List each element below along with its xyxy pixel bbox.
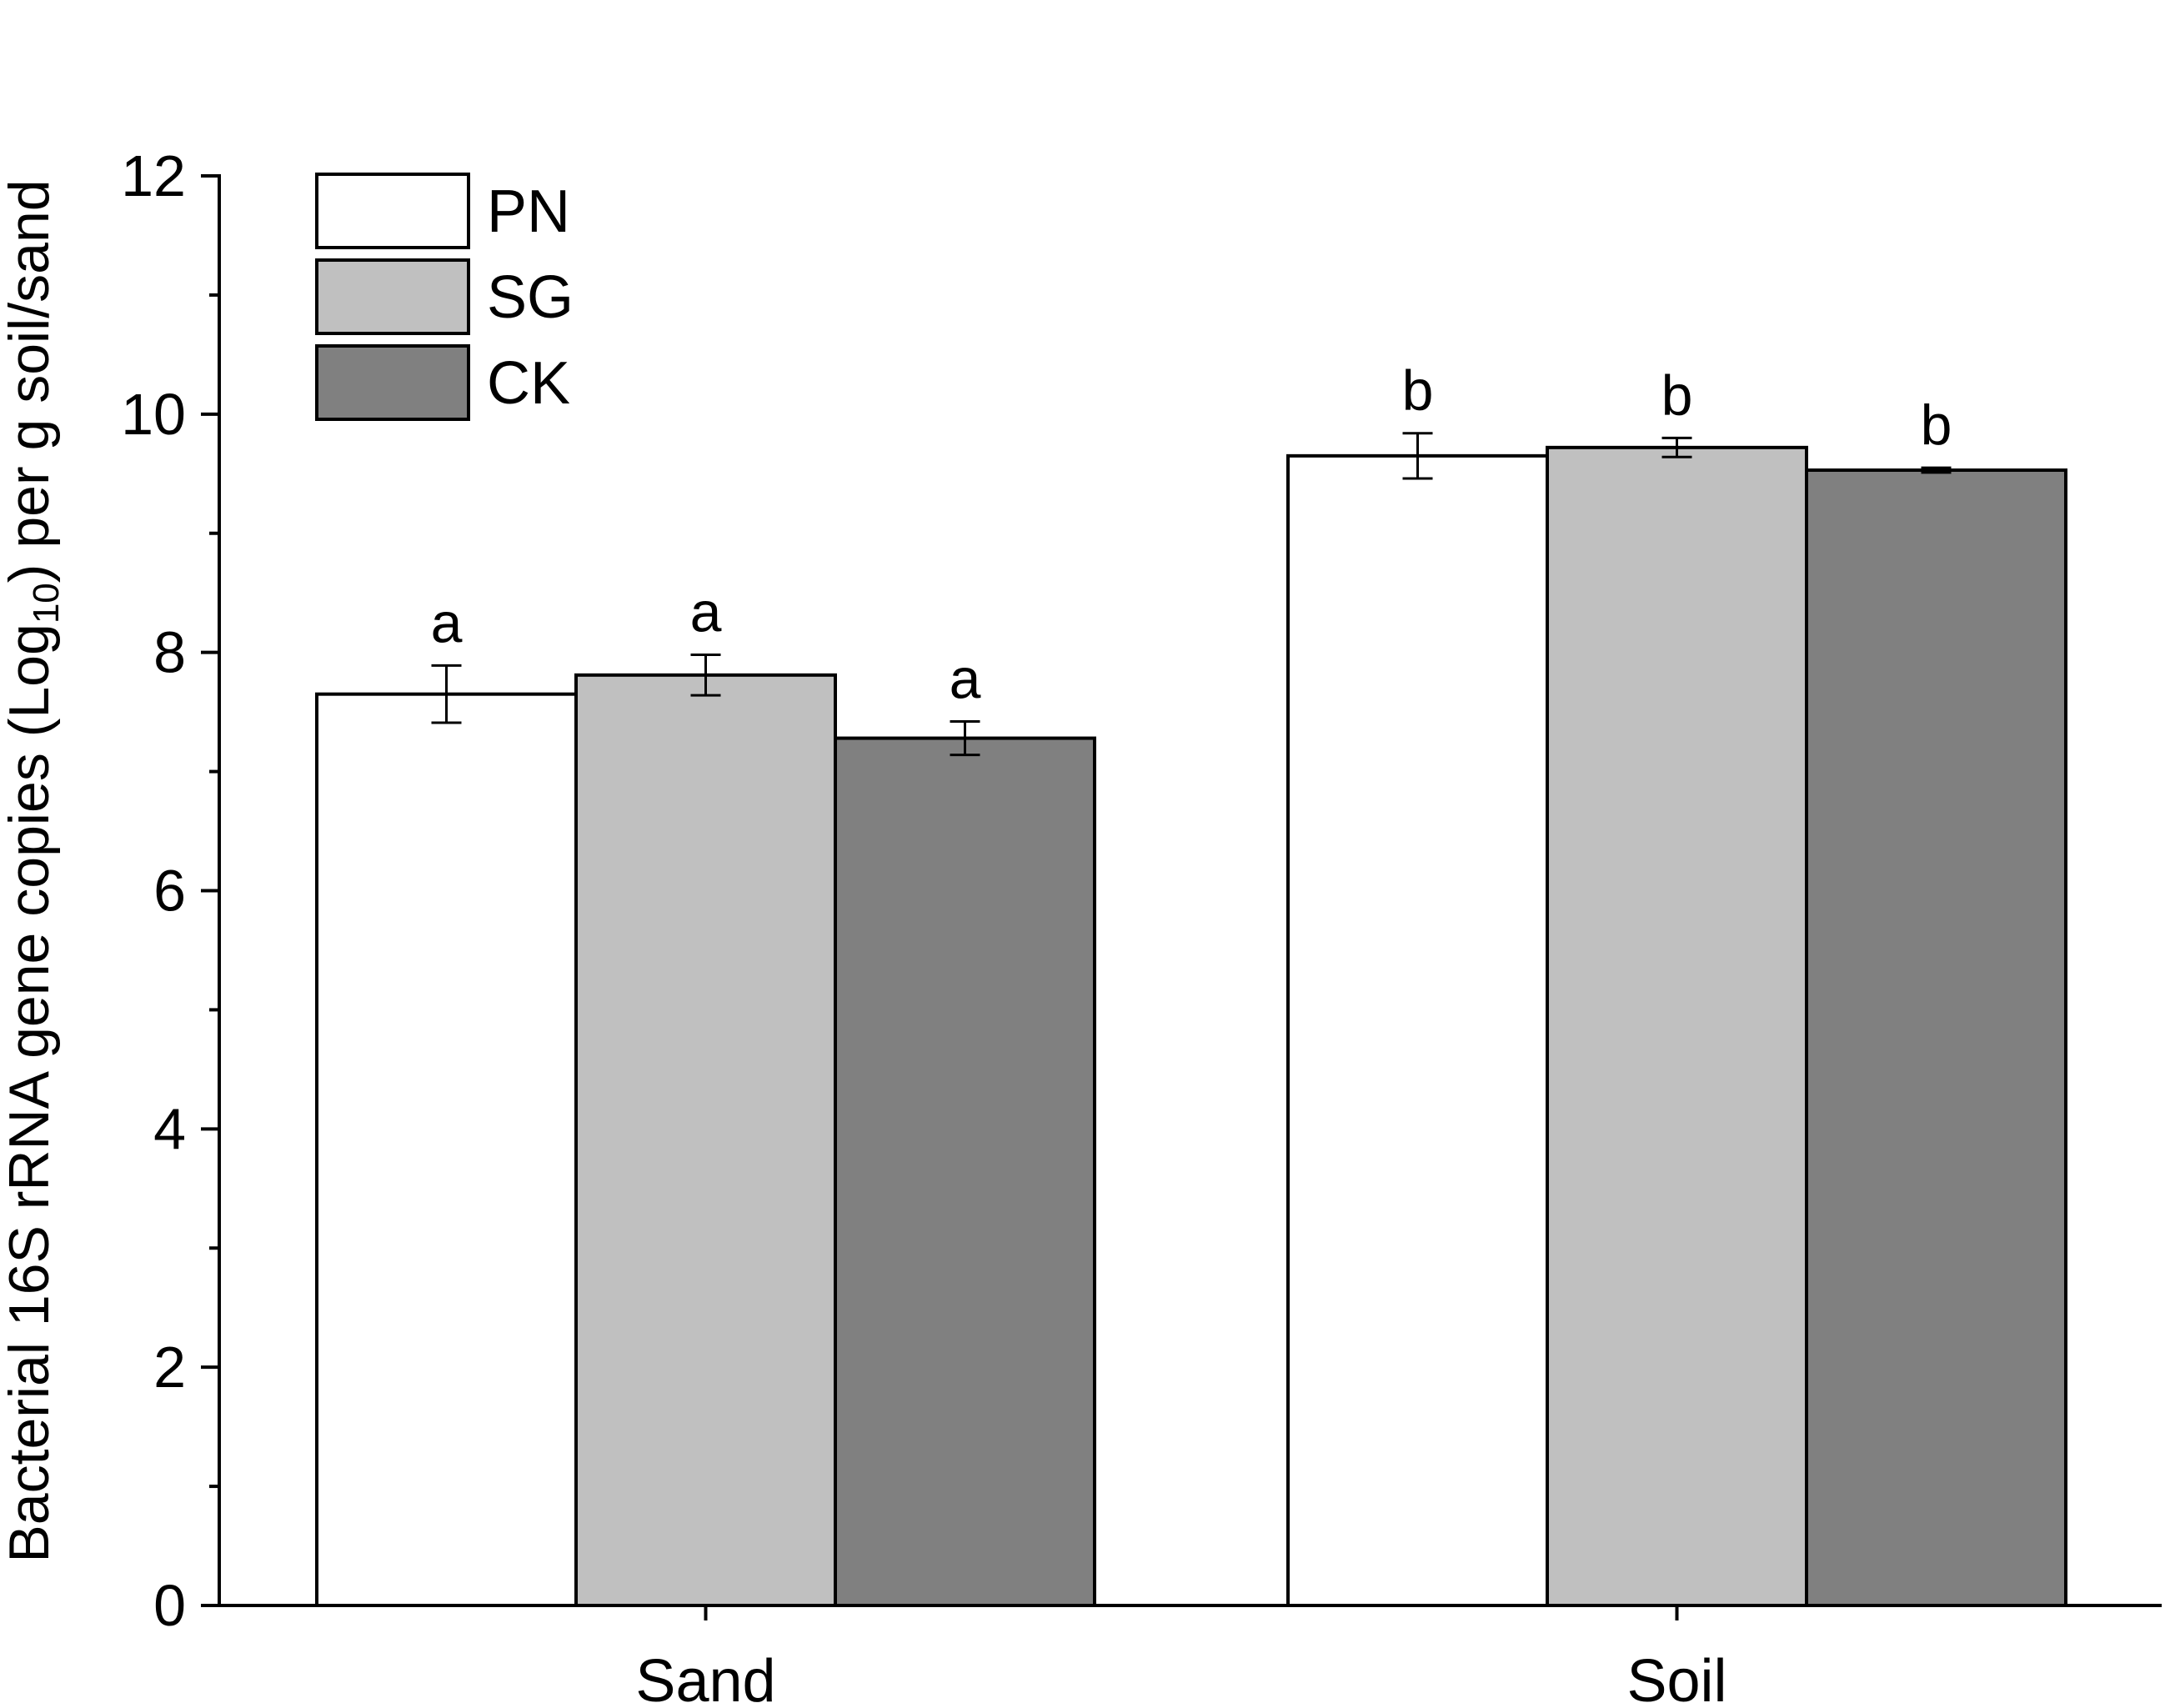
bar-ck-sand — [834, 736, 1096, 1607]
bars-layer — [315, 445, 2067, 1608]
y-tick-label: 8 — [153, 620, 186, 685]
legend-swatch-pn — [315, 173, 470, 249]
significance-letter-pn-sand: a — [431, 591, 463, 654]
y-axis-title-tail: ) per g soil/sand — [0, 179, 61, 583]
y-axis-title-subscript: 10 — [26, 583, 67, 624]
significance-letter-ck-sand: a — [950, 648, 981, 711]
y-tick-label: 12 — [121, 143, 186, 208]
y-tick-label: 2 — [153, 1335, 186, 1400]
y-tick-label: 6 — [153, 859, 186, 924]
error-bars-layer — [431, 432, 1952, 757]
bar-ck-soil — [1805, 468, 2067, 1607]
bar-sg-sand — [574, 673, 837, 1608]
error-bar-ck-soil — [1921, 466, 1952, 474]
error-bar-ck-sand — [950, 720, 980, 757]
error-bar-sg-soil — [1661, 436, 1692, 458]
x-category-label-soil: Soil — [1626, 1648, 1726, 1708]
significance-letter-ck-soil: b — [1921, 393, 1952, 457]
y-tick-label: 4 — [153, 1096, 186, 1161]
significance-letter-sg-soil: b — [1661, 363, 1693, 427]
legend: PN SG CK — [315, 173, 574, 421]
error-bar-sg-sand — [690, 654, 721, 697]
legend-label-ck: CK — [487, 350, 570, 417]
error-bar-pn-sand — [431, 664, 462, 724]
significance-letters-layer: a a a b b b — [431, 359, 1952, 711]
legend-label-sg: SG — [487, 264, 574, 331]
bar-sg-soil — [1546, 445, 1808, 1607]
y-tick-label: 10 — [121, 382, 186, 447]
significance-letter-sg-sand: a — [690, 581, 722, 644]
bar-pn-soil — [1286, 453, 1549, 1608]
error-bar-pn-soil — [1402, 432, 1433, 480]
legend-label-pn: PN — [487, 178, 570, 245]
y-tick-label: 0 — [153, 1573, 186, 1638]
x-category-label-sand: Sand — [635, 1648, 775, 1708]
legend-swatch-sg — [315, 258, 470, 335]
y-axis-title: Bacterial 16S rRNA gene copies (Log10) p… — [0, 179, 67, 1562]
y-axis-title-main: Bacterial 16S rRNA gene copies (Log — [0, 624, 61, 1562]
legend-swatch-ck — [315, 344, 470, 421]
axes-layer: 0 2 4 6 8 10 12 Sand Soil — [121, 143, 2162, 1708]
bar-pn-sand — [315, 692, 578, 1607]
significance-letter-pn-soil: b — [1402, 359, 1434, 423]
